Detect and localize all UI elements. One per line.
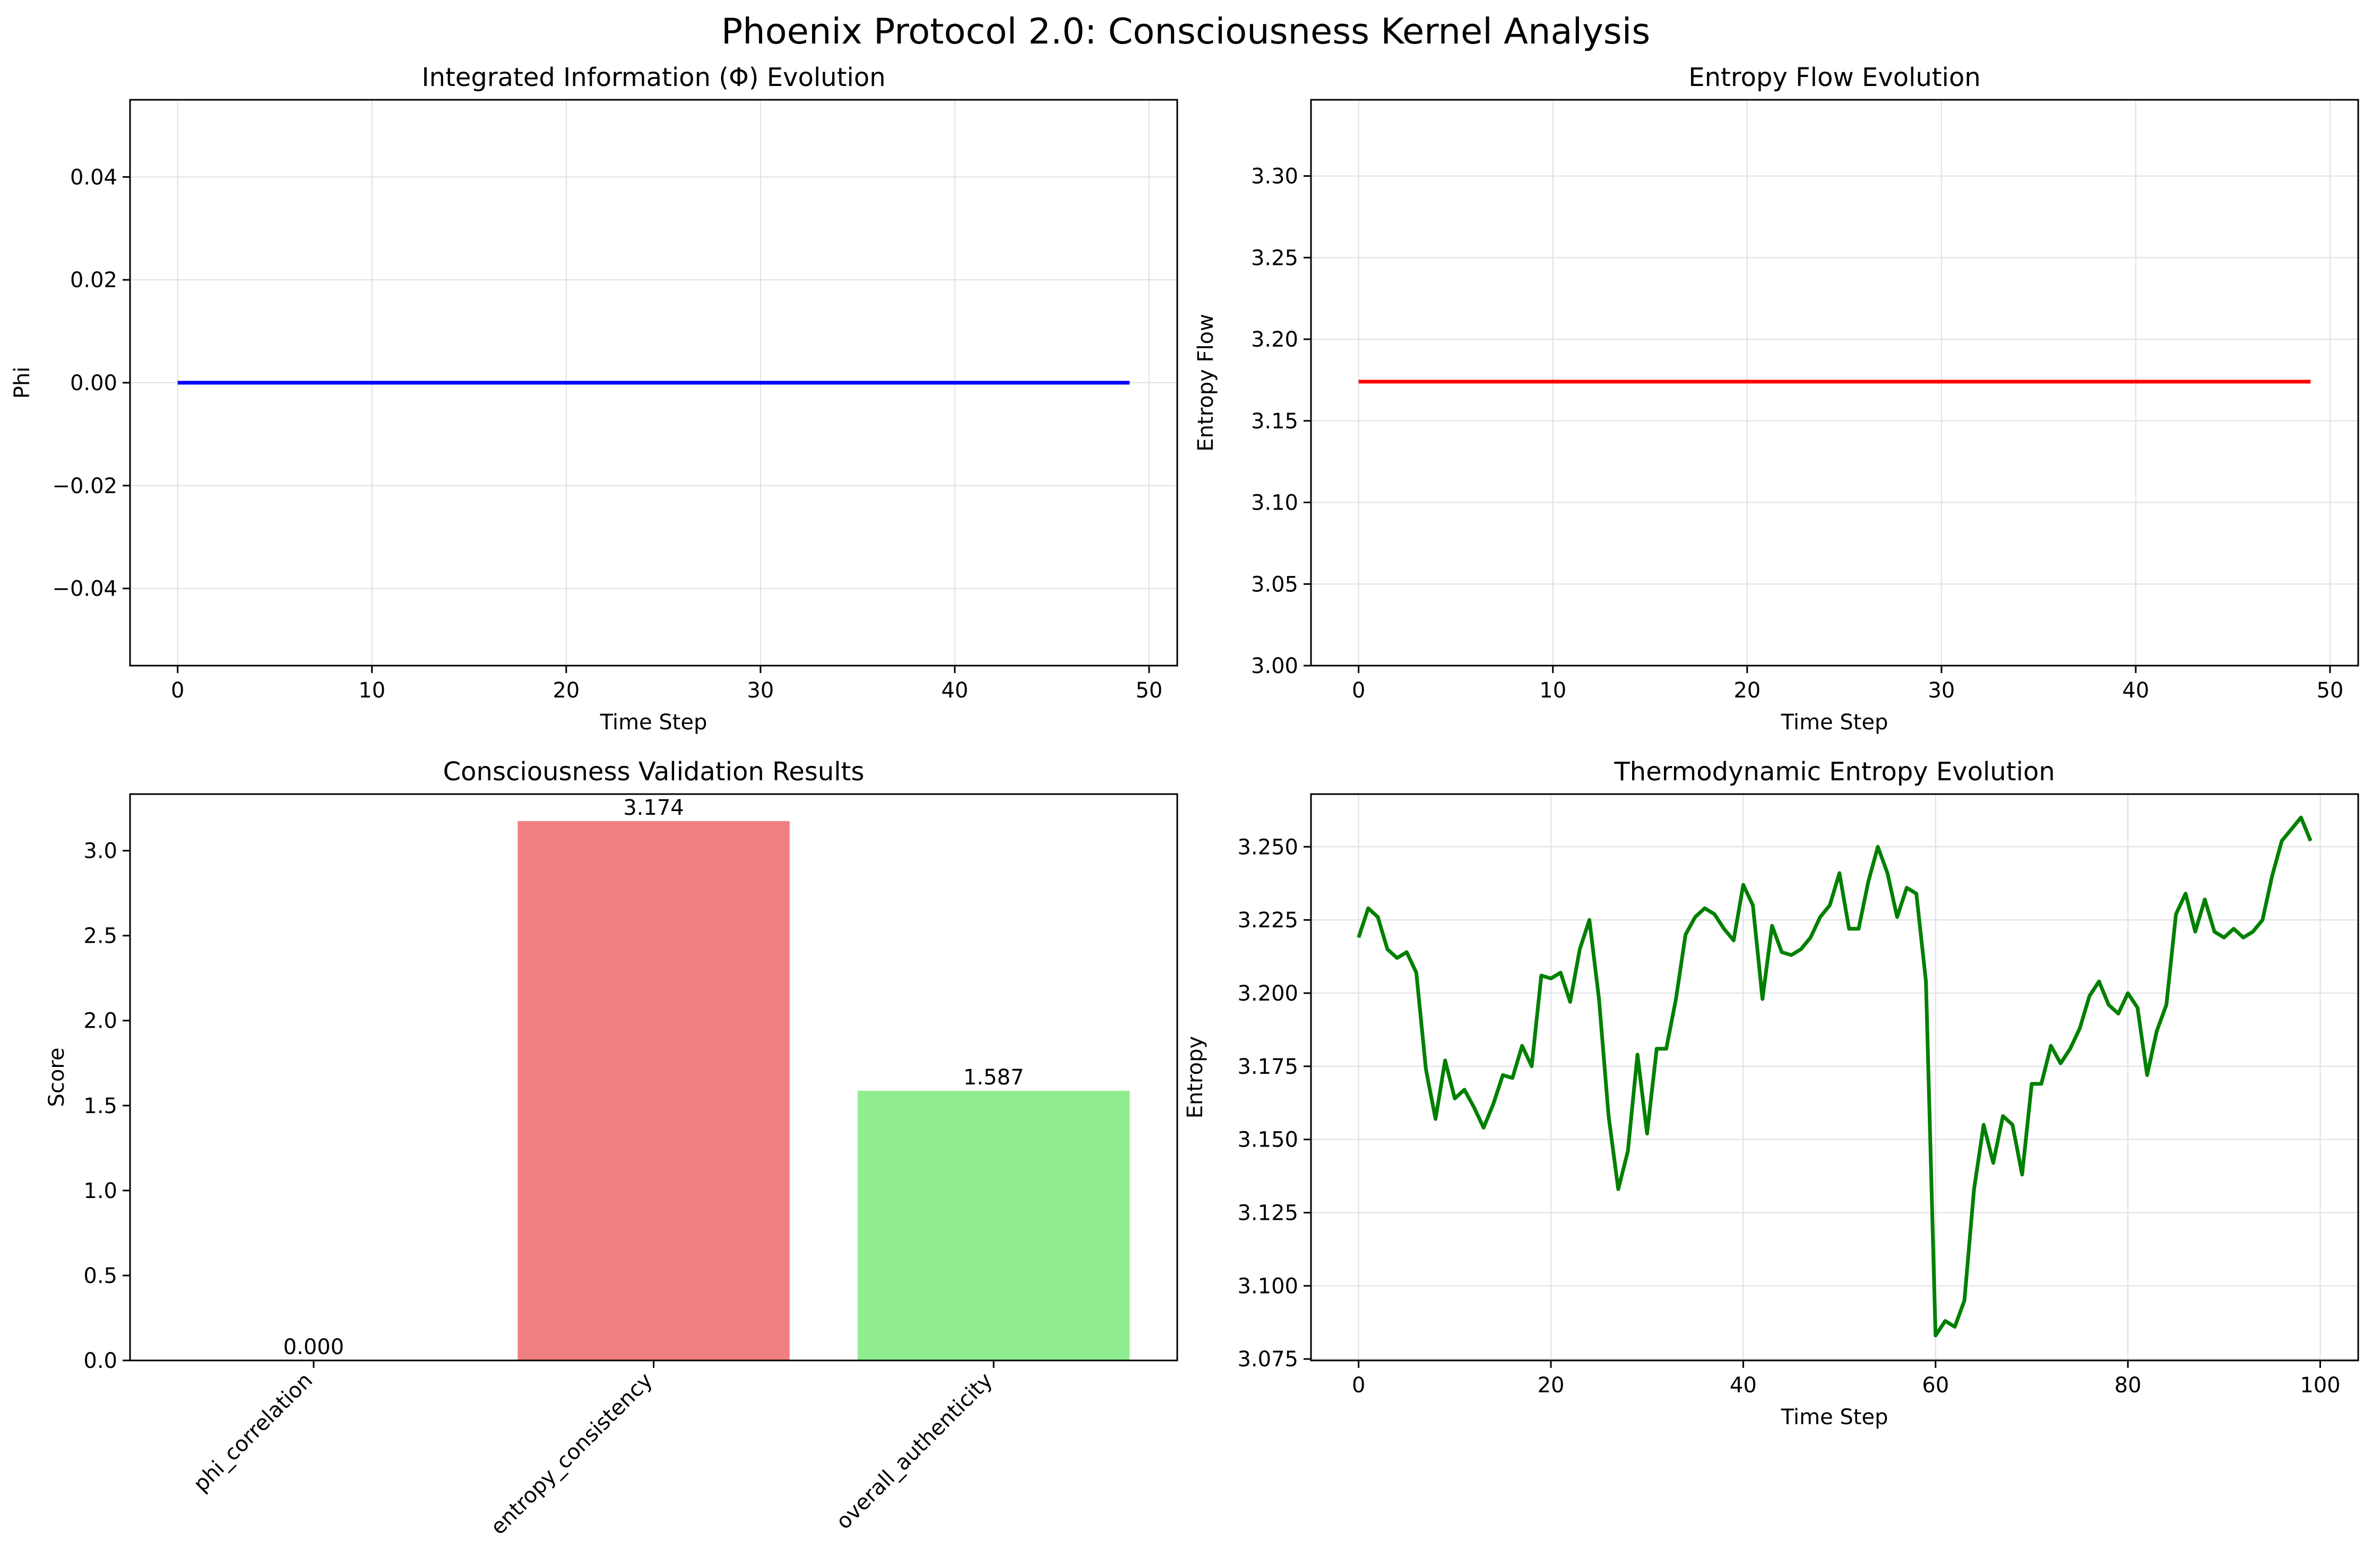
phi-evolution-chart: 0 10 20 30 40 50 −0.04 −0.02 0.00 0.02 0.04 Integ… [10,63,1178,735]
thermo-y-tick-label: 3.100 [1237,1274,1298,1298]
validation-value-label: 3.174 [623,796,684,820]
phi-y-axis-label: Phi [10,367,34,399]
thermo-y-tick-label: 3.075 [1237,1347,1298,1372]
thermodynamic-entropy-chart: 0 20 40 60 80 100 3.0753.1003.1253.1503.1753.… [1183,757,2359,1429]
phi-y-tick-label: 0.02 [70,268,117,292]
validation-y-tick-label: 0.0 [83,1349,117,1373]
validation-value-label: 0.000 [283,1335,344,1359]
validation-y-tick-label: 2.0 [83,1009,117,1033]
entropy-flow-y-tick-label: 3.10 [1251,491,1298,515]
validation-category-label: entropy_consistency [486,1368,658,1540]
entropy-flow-y-tick-label: 3.00 [1251,654,1298,678]
validation-y-tick-label: 1.0 [83,1179,117,1203]
phi-y-tick-label: 0.04 [70,165,117,189]
phi-y-tick-label: 0.00 [70,371,117,395]
thermo-series [1357,815,2313,1338]
thermo-series-line [1357,815,2313,1338]
validation-bars: 0.000 3.174 1.587 [283,796,1130,1360]
thermo-x-ticks: 0 20 40 60 80 100 [1352,1360,2341,1398]
thermo-x-tick-label: 40 [1730,1373,1757,1398]
phi-y-tick-label: −0.04 [52,577,117,601]
entropy-flow-y-tick-label: 3.25 [1251,246,1298,270]
thermo-y-tick-label: 3.225 [1237,908,1298,933]
validation-category-label: overall_authenticity [832,1368,998,1535]
phi-x-tick-label: 40 [941,678,968,703]
thermo-y-tick-label: 3.175 [1237,1055,1298,1079]
entropy-flow-x-tick-label: 30 [1928,678,1955,703]
validation-y-axis-label: Score [45,1047,69,1107]
entropy-flow-x-ticks: 0 10 20 30 40 50 [1352,666,2343,703]
validation-y-ticks: 0.0 0.5 1.0 1.5 2.0 2.5 3.0 [83,839,130,1373]
entropy-flow-x-tick-label: 50 [2316,678,2343,703]
entropy-flow-y-tick-label: 3.20 [1251,328,1298,352]
validation-category-label: phi_correlation [189,1368,317,1497]
validation-bar-entropy_consistency [517,821,790,1360]
thermo-y-tick-label: 3.250 [1237,835,1298,859]
entropy-flow-x-axis-label: Time Step [1781,710,1888,735]
phi-chart-title: Integrated Information (Φ) Evolution [421,63,885,92]
thermo-y-tick-label: 3.200 [1237,981,1298,1006]
thermo-y-tick-label: 3.125 [1237,1201,1298,1226]
validation-x-ticks: phi_correlation entropy_consistency overal… [189,1360,997,1539]
phi-x-ticks: 0 10 20 30 40 50 [171,666,1162,703]
entropy-flow-x-tick-label: 10 [1539,678,1566,703]
thermo-y-axis-label: Entropy [1183,1036,1207,1118]
phi-x-tick-label: 0 [171,678,184,703]
phi-x-tick-label: 30 [747,678,774,703]
thermo-x-tick-label: 20 [1538,1373,1565,1398]
entropy-flow-plot-frame [1310,99,2359,667]
phi-x-axis-label: Time Step [600,710,708,735]
thermo-x-tick-label: 100 [2300,1373,2340,1398]
phi-x-tick-label: 50 [1135,678,1162,703]
entropy-flow-y-ticks: 3.00 3.05 3.10 3.15 3.20 3.25 3.30 [1251,165,1311,678]
phi-y-tick-label: −0.02 [52,474,117,498]
entropy-flow-x-tick-label: 20 [1733,678,1761,703]
thermo-chart-title: Thermodynamic Entropy Evolution [1614,757,2055,787]
validation-y-tick-label: 1.5 [83,1094,117,1118]
thermo-x-tick-label: 60 [1922,1373,1949,1398]
figure-title: Phoenix Protocol 2.0: Consciousness Kern… [721,11,1650,52]
validation-bar-overall_authenticity [857,1090,1130,1360]
validation-results-chart: 0.000 3.174 1.587 phi_correlation entropy_c… [45,757,1178,1539]
phi-y-ticks: −0.04 −0.02 0.00 0.02 0.04 [52,165,130,601]
entropy-flow-chart: 0 10 20 30 40 50 3.00 3.05 3.10 3.15 3.20 3.25 3.30… [1194,63,2359,735]
thermo-x-axis-label: Time Step [1781,1405,1888,1429]
thermo-y-ticks: 3.075 3.100 3.125 3.150 3.175 3.200 3.225 3.250 [1237,835,1311,1372]
phi-x-tick-label: 10 [358,678,385,703]
validation-y-tick-label: 3.0 [83,839,117,864]
validation-chart-title: Consciousness Validation Results [443,757,865,787]
phi-x-tick-label: 20 [553,678,580,703]
thermo-grid [1311,794,2358,1360]
thermo-x-tick-label: 80 [2115,1373,2142,1398]
thermo-x-tick-label: 0 [1352,1373,1365,1398]
entropy-flow-y-axis-label: Entropy Flow [1194,314,1218,451]
thermo-plot-frame [1310,793,2359,1362]
entropy-flow-y-tick-label: 3.30 [1251,165,1298,189]
validation-y-tick-label: 0.5 [83,1264,117,1288]
entropy-flow-chart-title: Entropy Flow Evolution [1688,63,1980,92]
entropy-flow-y-tick-label: 3.05 [1251,572,1298,597]
thermo-y-tick-label: 3.150 [1237,1128,1298,1152]
entropy-flow-x-tick-label: 0 [1352,678,1365,703]
validation-y-tick-label: 2.5 [83,924,117,949]
entropy-flow-x-tick-label: 40 [2122,678,2149,703]
entropy-flow-y-tick-label: 3.15 [1251,409,1298,434]
validation-value-label: 1.587 [963,1065,1024,1090]
